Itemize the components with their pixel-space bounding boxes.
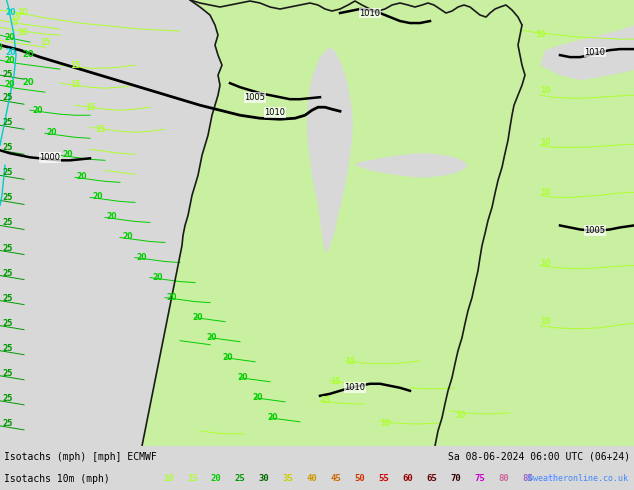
Polygon shape	[307, 47, 353, 253]
Text: 10: 10	[16, 28, 27, 37]
Text: 10: 10	[540, 138, 550, 147]
Text: 25: 25	[3, 219, 13, 227]
Text: 20: 20	[193, 313, 204, 321]
Text: 45: 45	[330, 474, 341, 484]
Text: 25: 25	[3, 269, 13, 277]
Text: 20: 20	[63, 150, 74, 159]
Polygon shape	[540, 25, 634, 80]
Text: 40: 40	[307, 474, 318, 484]
Text: 20: 20	[47, 128, 57, 137]
Text: 20: 20	[137, 252, 147, 262]
Text: 25: 25	[3, 93, 13, 102]
Text: 55: 55	[378, 474, 389, 484]
Text: 15: 15	[320, 396, 330, 405]
Text: 20: 20	[0, 43, 3, 52]
Text: 90: 90	[547, 474, 557, 484]
Text: 60: 60	[403, 474, 413, 484]
Polygon shape	[295, 0, 634, 446]
Text: 15: 15	[70, 61, 80, 70]
Text: 20: 20	[153, 272, 163, 282]
Text: 20: 20	[5, 8, 15, 17]
Text: 15: 15	[186, 474, 197, 484]
Text: 1005: 1005	[585, 226, 605, 235]
Text: 20: 20	[268, 413, 278, 422]
Text: 35: 35	[283, 474, 294, 484]
Text: 75: 75	[475, 474, 486, 484]
Text: 25: 25	[3, 419, 13, 428]
Text: 25: 25	[3, 343, 13, 353]
Polygon shape	[142, 0, 525, 446]
Text: 1010: 1010	[264, 108, 285, 117]
Text: 1005: 1005	[245, 93, 266, 102]
Text: 10: 10	[540, 317, 550, 326]
Text: 15: 15	[10, 13, 20, 22]
Text: 10: 10	[540, 259, 550, 268]
Text: 1010: 1010	[344, 383, 365, 392]
Text: 15: 15	[95, 125, 105, 134]
Text: 10: 10	[455, 411, 465, 420]
Text: 70: 70	[451, 474, 462, 484]
Text: 20: 20	[4, 33, 15, 42]
Text: 20: 20	[167, 293, 178, 302]
Text: 10: 10	[16, 8, 27, 17]
Text: 20: 20	[238, 373, 249, 382]
Text: 20: 20	[33, 106, 43, 115]
Text: 1010: 1010	[585, 48, 605, 57]
Text: 20: 20	[210, 474, 221, 484]
Text: 10: 10	[534, 30, 545, 39]
Text: 20: 20	[77, 172, 87, 181]
Text: ©weatheronline.co.uk: ©weatheronline.co.uk	[528, 474, 628, 484]
Text: 15: 15	[330, 377, 340, 386]
Text: 15: 15	[345, 357, 355, 366]
Text: 85: 85	[522, 474, 533, 484]
Text: 25: 25	[3, 70, 13, 79]
Text: 20: 20	[22, 50, 34, 59]
Text: 20: 20	[123, 232, 133, 242]
Text: 20: 20	[93, 193, 103, 201]
Text: 10: 10	[540, 188, 550, 197]
Text: 25: 25	[3, 369, 13, 378]
Text: 25: 25	[3, 244, 13, 252]
Text: Isotachs (mph) [mph] ECMWF: Isotachs (mph) [mph] ECMWF	[4, 452, 157, 462]
Text: 50: 50	[354, 474, 365, 484]
Text: 1000: 1000	[39, 153, 60, 162]
Text: 20: 20	[253, 393, 263, 402]
Text: 15: 15	[70, 80, 80, 89]
Text: 25: 25	[3, 118, 13, 127]
Text: 5: 5	[13, 18, 18, 27]
Text: 65: 65	[427, 474, 437, 484]
Text: 20: 20	[107, 213, 117, 221]
Text: 20: 20	[207, 333, 217, 342]
Text: Isotachs 10m (mph): Isotachs 10m (mph)	[4, 474, 110, 484]
Text: 80: 80	[498, 474, 509, 484]
Text: 10: 10	[163, 474, 173, 484]
Polygon shape	[355, 153, 468, 177]
Text: 20: 20	[223, 353, 233, 362]
Text: 25: 25	[3, 143, 13, 152]
Text: 25: 25	[3, 294, 13, 303]
Text: 1010: 1010	[359, 8, 380, 18]
Text: Sa 08-06-2024 06:00 UTC (06+24): Sa 08-06-2024 06:00 UTC (06+24)	[448, 452, 630, 462]
Text: 10: 10	[380, 419, 391, 428]
Text: 20: 20	[5, 48, 15, 57]
Text: 20: 20	[22, 78, 34, 87]
Text: 10: 10	[540, 86, 550, 95]
Text: 15: 15	[85, 103, 95, 112]
Text: 20: 20	[4, 56, 15, 65]
Text: 15: 15	[40, 38, 50, 47]
Text: 25: 25	[3, 169, 13, 177]
Text: 25: 25	[3, 394, 13, 403]
Text: 25: 25	[235, 474, 245, 484]
Text: 25: 25	[3, 194, 13, 202]
Text: 30: 30	[259, 474, 269, 484]
Text: 20: 20	[4, 80, 15, 89]
Polygon shape	[500, 0, 634, 446]
Text: 25: 25	[3, 318, 13, 328]
